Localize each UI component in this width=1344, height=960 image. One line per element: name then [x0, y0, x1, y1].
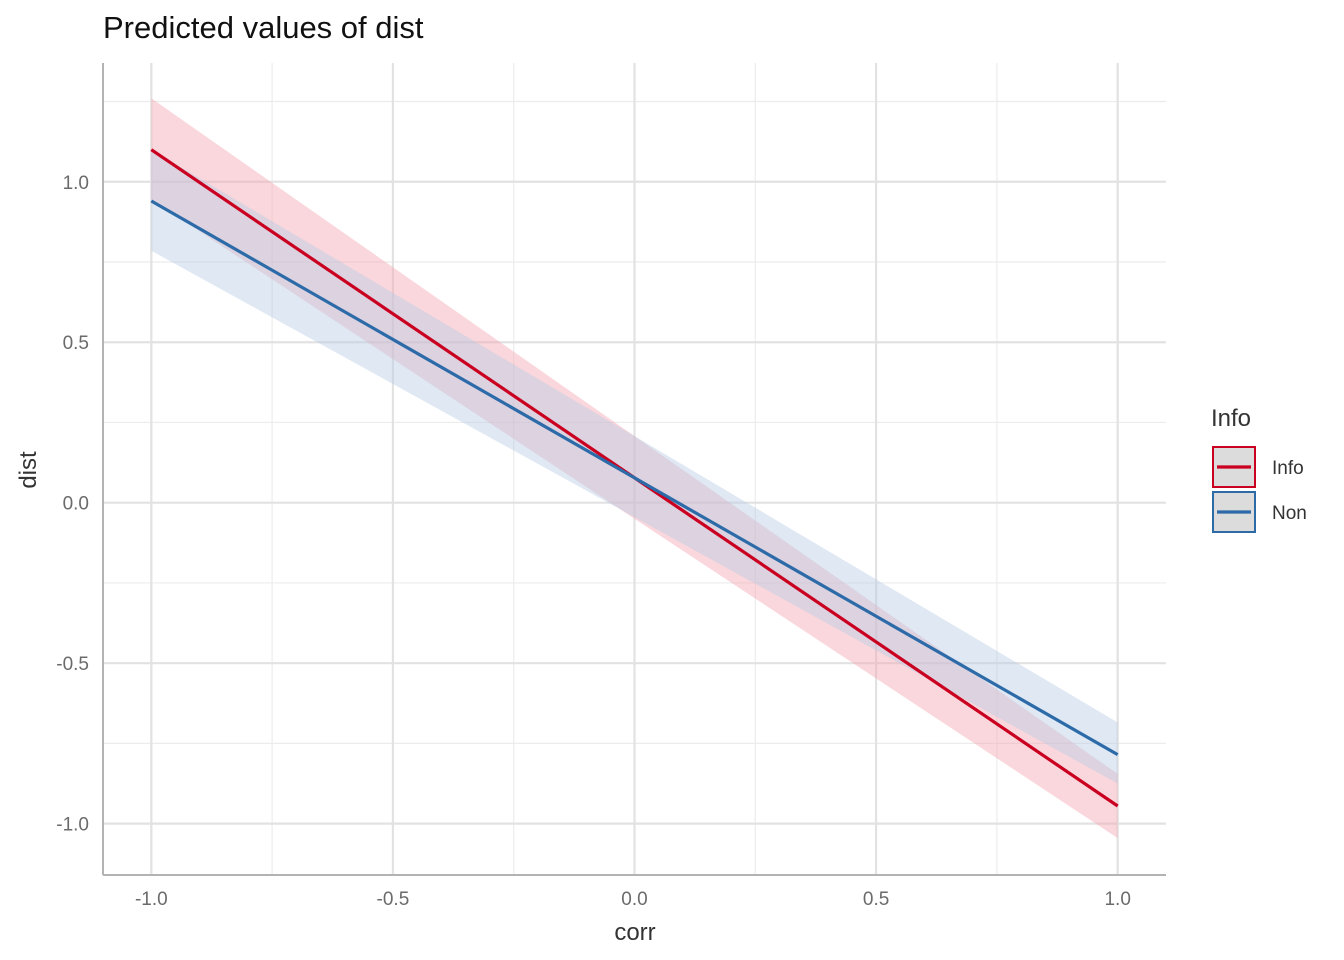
x-tick-label: -1.0	[135, 889, 168, 910]
y-tick-label: -1.0	[56, 815, 89, 836]
legend: Info Info Non	[1211, 405, 1307, 533]
legend-item-non: Non	[1212, 491, 1307, 533]
y-tick-labels: -1.0 -0.5 0.0 0.5 1.0	[56, 173, 89, 836]
x-tick-label: 1.0	[1104, 889, 1130, 910]
y-tick-label: 0.0	[63, 494, 89, 515]
x-axis-title: corr	[614, 919, 655, 946]
legend-title: Info	[1211, 405, 1251, 432]
legend-label-non: Non	[1272, 503, 1307, 524]
y-axis-title: dist	[15, 451, 42, 489]
x-tick-label: 0.0	[621, 889, 647, 910]
axes	[102, 63, 1166, 876]
major-gridlines	[103, 63, 1166, 875]
ci-band-non	[151, 149, 1118, 784]
y-tick-label: 0.5	[63, 333, 89, 354]
x-tick-label: 0.5	[863, 889, 889, 910]
confidence-bands	[151, 98, 1118, 839]
legend-label-info: Info	[1272, 458, 1304, 479]
x-tick-label: -0.5	[377, 889, 410, 910]
chart-title: Predicted values of dist	[103, 10, 424, 45]
ci-band-info	[151, 98, 1118, 839]
y-tick-label: 1.0	[63, 173, 89, 194]
x-tick-labels: -1.0 -0.5 0.0 0.5 1.0	[135, 889, 1131, 910]
series-lines	[150, 148, 1119, 808]
series-line-non	[150, 199, 1119, 757]
y-tick-label: -0.5	[56, 654, 89, 675]
legend-item-info: Info	[1212, 446, 1304, 488]
